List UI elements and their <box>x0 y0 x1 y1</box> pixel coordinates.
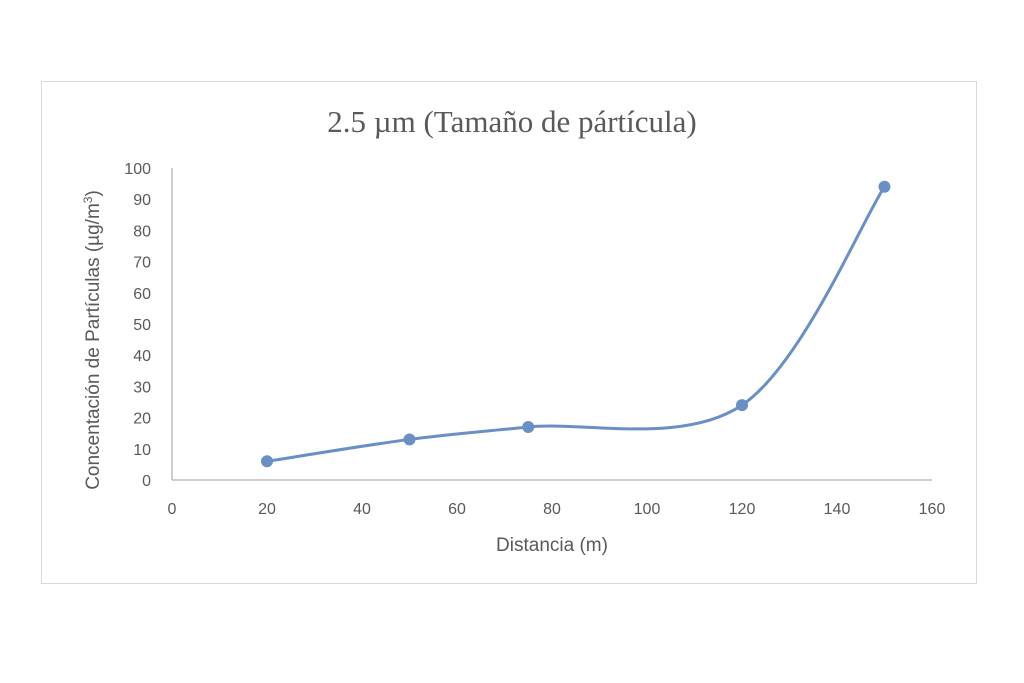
x-tick-label: 0 <box>168 501 177 518</box>
chart-title: 2.5 µm (Tamaño de pártícula) <box>327 104 697 139</box>
x-tick-label: 120 <box>729 501 756 518</box>
x-tick-label: 140 <box>824 501 851 518</box>
y-tick-label: 90 <box>133 192 151 209</box>
y-tick-label: 50 <box>133 317 151 334</box>
data-point <box>878 180 891 193</box>
y-tick-label: 20 <box>133 411 151 428</box>
y-tick-label: 60 <box>133 286 151 303</box>
data-point <box>522 420 535 433</box>
chart-frame <box>41 81 977 584</box>
y-axis-label: Concentación de Partículas (µg/m3) <box>81 190 104 490</box>
y-tick-label: 0 <box>142 473 151 490</box>
data-point <box>736 399 748 412</box>
x-tick-label: 60 <box>448 501 466 518</box>
x-tick-label: 100 <box>634 501 661 518</box>
data-point <box>403 433 416 446</box>
y-tick-label: 100 <box>124 161 151 178</box>
y-tick-label: 70 <box>133 255 151 272</box>
x-tick-label: 80 <box>543 501 561 518</box>
y-tick-label: 30 <box>133 379 151 396</box>
y-tick-label: 10 <box>133 442 151 459</box>
x-tick-label: 40 <box>353 501 371 518</box>
series-line <box>266 185 886 463</box>
y-tick-label: 40 <box>133 348 151 365</box>
data-point <box>261 455 273 468</box>
x-tick-label: 160 <box>919 501 946 518</box>
y-tick-label: 80 <box>133 223 151 240</box>
x-axis-label: Distancia (m) <box>496 535 608 556</box>
x-tick-label: 20 <box>258 501 276 518</box>
